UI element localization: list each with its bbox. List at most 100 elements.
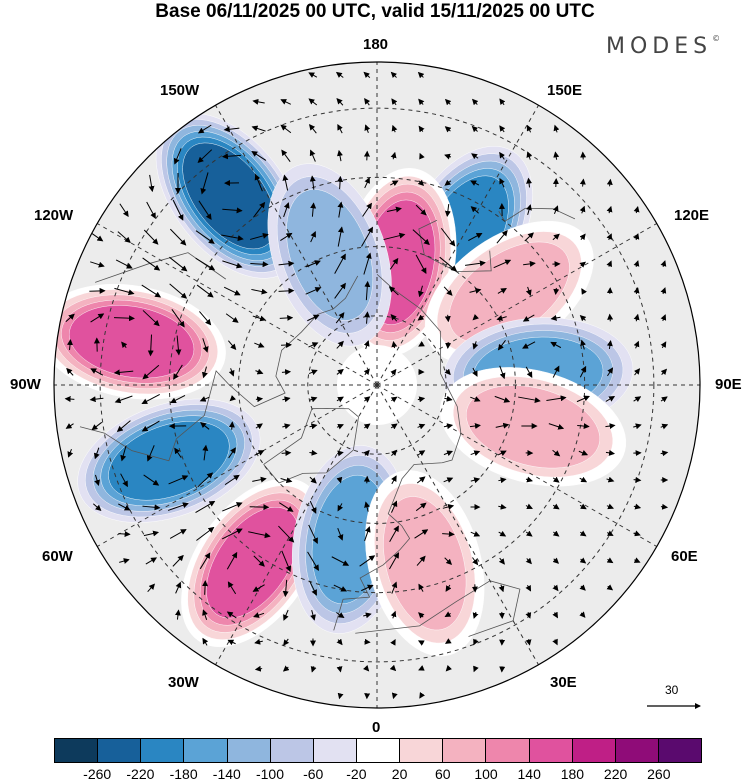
wind-arrow <box>552 584 559 592</box>
wind-arrow <box>417 285 424 298</box>
wind-arrow <box>445 665 452 672</box>
wind-arrow <box>227 639 236 646</box>
wind-arrow <box>552 611 558 619</box>
wind-arrow <box>202 338 209 353</box>
wind-arrow <box>417 71 425 79</box>
wind-arrow <box>526 177 533 188</box>
wind-arrow <box>496 315 507 321</box>
wind-arrow <box>579 365 587 378</box>
wind-arrow <box>633 368 641 376</box>
wind-arrow <box>553 287 560 296</box>
wind-arrow <box>391 475 397 485</box>
wind-arrow <box>175 581 182 594</box>
wind-arrow <box>169 529 187 539</box>
wind-arrow <box>579 611 586 618</box>
wind-arrow <box>473 638 479 646</box>
wind-arrow <box>335 71 344 78</box>
wind-arrow <box>633 313 640 322</box>
wind-arrow <box>470 531 481 537</box>
wind-arrow <box>222 260 243 269</box>
colorbar <box>54 738 702 763</box>
wind-arrow <box>390 396 398 403</box>
colorbar-tick-label: -220 <box>126 766 155 782</box>
wind-arrow <box>221 528 243 540</box>
colorbar-swatch <box>400 739 444 762</box>
wind-arrow <box>116 420 131 432</box>
wind-arrow <box>550 314 561 321</box>
wind-arrow <box>418 583 425 592</box>
wind-arrow <box>337 201 344 218</box>
wind-arrow <box>579 314 587 322</box>
wind-arrow <box>248 531 271 539</box>
wind-arrow <box>202 580 209 595</box>
lon-label-90w: 90W <box>10 376 41 393</box>
colorbar-swatch <box>572 739 616 762</box>
colorbar-swatch <box>658 739 702 762</box>
wind-arrow <box>307 551 319 572</box>
wind-arrow <box>197 124 212 134</box>
wind-arrow <box>282 579 289 598</box>
wind-arrow <box>334 253 346 274</box>
wind-arrow <box>337 149 343 162</box>
wind-arrow <box>552 205 559 215</box>
wind-arrow <box>169 228 187 246</box>
lon-label-150e: 150E <box>547 82 583 99</box>
meridian-line <box>376 384 539 665</box>
wind-arrow <box>386 206 402 213</box>
wind-arrow <box>196 526 215 541</box>
wind-arrow <box>202 609 208 620</box>
meridian-line <box>97 384 378 547</box>
colorbar-swatch <box>184 739 228 762</box>
wind-arrow <box>499 177 505 188</box>
wind-arrow <box>470 450 481 456</box>
wind-arrow <box>364 501 370 512</box>
wind-arrow <box>525 476 533 483</box>
wind-arrow <box>607 313 614 322</box>
wind-arrow <box>415 502 427 512</box>
wind-arrow <box>633 476 642 483</box>
wind-arrow <box>499 125 506 133</box>
wind-arrow <box>389 257 399 270</box>
wind-arrow <box>518 396 541 404</box>
lon-label-60w: 60W <box>42 548 73 565</box>
wind-arrow <box>546 395 567 402</box>
wind-arrow <box>391 692 398 700</box>
wind-arrow <box>254 342 265 348</box>
wind-arrow <box>363 71 371 79</box>
wind-arrow <box>362 202 372 217</box>
wind-arrow <box>114 287 135 296</box>
wind-arrow <box>282 665 290 672</box>
wind-arrow <box>278 525 295 543</box>
wind-arrow <box>633 260 640 268</box>
wind-arrow <box>552 503 560 510</box>
wind-arrow <box>525 366 533 378</box>
wind-arrow <box>498 557 505 565</box>
wind-arrow <box>390 151 397 160</box>
wind-arrow <box>65 423 74 429</box>
wind-arrow <box>337 450 344 457</box>
wind-arrow <box>67 448 74 458</box>
wind-arrow <box>280 99 292 105</box>
wind-arrow <box>363 340 370 350</box>
wind-arrow <box>336 476 343 484</box>
wind-arrow <box>389 552 400 570</box>
wind-arrow <box>336 612 345 619</box>
colorbar-tick-label: 220 <box>603 766 628 782</box>
wind-arrow <box>364 177 370 189</box>
wind-arrow <box>470 180 480 186</box>
lon-label-120e: 120E <box>674 207 710 224</box>
wind-arrow <box>390 610 397 619</box>
wind-arrow <box>383 232 406 241</box>
colorbar-swatch <box>270 739 314 762</box>
wind-arrow <box>143 530 160 537</box>
wind-arrow <box>336 340 344 349</box>
wind-arrow <box>444 153 452 160</box>
wind-arrow <box>471 125 479 133</box>
colorbar-swatch <box>529 739 573 762</box>
wind-arrow <box>472 314 479 321</box>
wind-arrow <box>118 531 131 538</box>
wind-arrow <box>143 229 159 245</box>
wind-arrow <box>444 314 451 323</box>
wind-arrow <box>442 531 455 538</box>
wind-arrow <box>223 126 240 133</box>
